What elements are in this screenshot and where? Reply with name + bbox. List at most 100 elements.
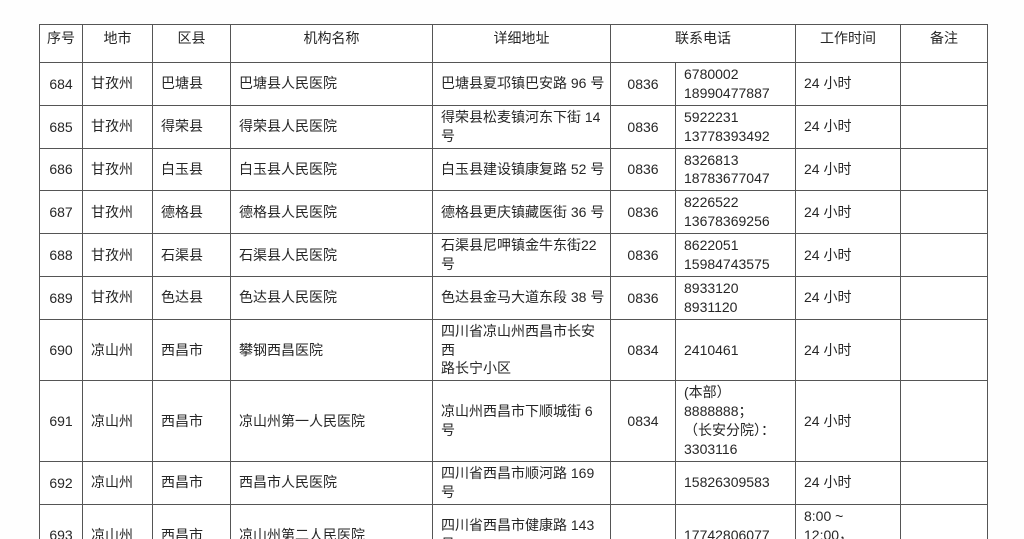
cell-district: 德格县	[152, 190, 231, 235]
header-serial: 序号	[39, 24, 83, 63]
cell-address: 凉山州西昌市下顺城街 6 号	[432, 380, 611, 462]
cell-city: 凉山州	[82, 460, 153, 505]
cell-city: 甘孜州	[82, 62, 153, 106]
cell-institution: 凉山州第二人民医院	[230, 503, 433, 539]
cell-phone: 2410461	[675, 318, 796, 382]
cell-hours: 24 小时	[795, 380, 901, 462]
cell-city: 凉山州	[82, 318, 153, 382]
cell-hours: 8:00 ~ 12:00， 14:30-18:00	[795, 503, 901, 539]
cell-serial: 689	[39, 275, 83, 320]
table-row: 686 甘孜州 白玉县 白玉县人民医院 白玉县建设镇康复路 52 号 0836 …	[39, 147, 988, 192]
cell-serial: 692	[39, 460, 83, 505]
cell-address: 德格县更庆镇藏医街 36 号	[432, 190, 611, 235]
table-row: 687 甘孜州 德格县 德格县人民医院 德格县更庆镇藏医街 36 号 0836 …	[39, 190, 988, 235]
cell-phone: 8226522 13678369256	[675, 190, 796, 235]
cell-hours: 24 小时	[795, 62, 901, 106]
table-row: 688 甘孜州 石渠县 石渠县人民医院 石渠县尼呷镇金牛东街22号 0836 8…	[39, 233, 988, 277]
cell-city: 凉山州	[82, 503, 153, 539]
table-row: 693 凉山州 西昌市 凉山州第二人民医院 四川省西昌市健康路 143 号 17…	[39, 503, 988, 539]
cell-phone: 17742806077	[675, 503, 796, 539]
cell-note	[900, 503, 988, 539]
cell-institution: 石渠县人民医院	[230, 233, 433, 277]
cell-address: 四川省西昌市健康路 143 号	[432, 503, 611, 539]
cell-phone: 8933120 8931120	[675, 275, 796, 320]
cell-hours: 24 小时	[795, 190, 901, 235]
cell-note	[900, 104, 988, 149]
cell-phone: 15826309583	[675, 460, 796, 505]
cell-district: 巴塘县	[152, 62, 231, 106]
cell-city: 甘孜州	[82, 147, 153, 192]
cell-area-code	[610, 460, 676, 505]
cell-institution: 色达县人民医院	[230, 275, 433, 320]
cell-area-code: 0836	[610, 147, 676, 192]
cell-city: 甘孜州	[82, 190, 153, 235]
cell-note	[900, 190, 988, 235]
cell-hours: 24 小时	[795, 147, 901, 192]
cell-address: 石渠县尼呷镇金牛东街22号	[432, 233, 611, 277]
table-row: 690 凉山州 西昌市 攀钢西昌医院 四川省凉山州西昌市长安西 路长宁小区 08…	[39, 318, 988, 382]
cell-institution: 攀钢西昌医院	[230, 318, 433, 382]
cell-serial: 685	[39, 104, 83, 149]
cell-area-code: 0836	[610, 275, 676, 320]
hospital-table: 序号 地市 区县 机构名称 详细地址 联系电话 工作时间 备注 684 甘孜州 …	[39, 24, 988, 539]
cell-hours: 24 小时	[795, 460, 901, 505]
header-phone: 联系电话	[610, 24, 796, 63]
cell-district: 西昌市	[152, 503, 231, 539]
cell-area-code: 0836	[610, 62, 676, 106]
cell-hours: 24 小时	[795, 233, 901, 277]
header-district: 区县	[152, 24, 231, 63]
cell-note	[900, 380, 988, 462]
header-city: 地市	[82, 24, 153, 63]
cell-district: 色达县	[152, 275, 231, 320]
table-row: 684 甘孜州 巴塘县 巴塘县人民医院 巴塘县夏邛镇巴安路 96 号 0836 …	[39, 62, 988, 106]
cell-area-code: 0836	[610, 104, 676, 149]
cell-district: 西昌市	[152, 460, 231, 505]
cell-district: 得荣县	[152, 104, 231, 149]
cell-phone: 8622051 15984743575	[675, 233, 796, 277]
cell-serial: 693	[39, 503, 83, 539]
header-note: 备注	[900, 24, 988, 63]
cell-serial: 686	[39, 147, 83, 192]
cell-serial: 687	[39, 190, 83, 235]
cell-note	[900, 318, 988, 382]
cell-institution: 得荣县人民医院	[230, 104, 433, 149]
cell-note	[900, 62, 988, 106]
cell-address: 四川省西昌市顺河路 169 号	[432, 460, 611, 505]
cell-area-code: 0836	[610, 233, 676, 277]
cell-district: 西昌市	[152, 380, 231, 462]
cell-district: 石渠县	[152, 233, 231, 277]
cell-city: 甘孜州	[82, 233, 153, 277]
cell-city: 甘孜州	[82, 275, 153, 320]
cell-hours: 24 小时	[795, 318, 901, 382]
cell-address: 得荣县松麦镇河东下街 14 号	[432, 104, 611, 149]
cell-city: 甘孜州	[82, 104, 153, 149]
cell-hours: 24 小时	[795, 104, 901, 149]
cell-address: 四川省凉山州西昌市长安西 路长宁小区	[432, 318, 611, 382]
cell-note	[900, 233, 988, 277]
cell-area-code: 0834	[610, 380, 676, 462]
table-row: 692 凉山州 西昌市 西昌市人民医院 四川省西昌市顺河路 169 号 1582…	[39, 460, 988, 505]
cell-phone: 8326813 18783677047	[675, 147, 796, 192]
cell-institution: 德格县人民医院	[230, 190, 433, 235]
cell-area-code	[610, 503, 676, 539]
cell-note	[900, 147, 988, 192]
cell-area-code: 0834	[610, 318, 676, 382]
cell-district: 西昌市	[152, 318, 231, 382]
header-address: 详细地址	[432, 24, 611, 63]
cell-phone: 6780002 18990477887	[675, 62, 796, 106]
table-header-row: 序号 地市 区县 机构名称 详细地址 联系电话 工作时间 备注	[39, 24, 988, 63]
cell-city: 凉山州	[82, 380, 153, 462]
header-institution: 机构名称	[230, 24, 433, 63]
cell-serial: 688	[39, 233, 83, 277]
header-hours: 工作时间	[795, 24, 901, 63]
cell-serial: 684	[39, 62, 83, 106]
table-row: 685 甘孜州 得荣县 得荣县人民医院 得荣县松麦镇河东下街 14 号 0836…	[39, 104, 988, 149]
cell-institution: 白玉县人民医院	[230, 147, 433, 192]
cell-serial: 691	[39, 380, 83, 462]
cell-address: 白玉县建设镇康复路 52 号	[432, 147, 611, 192]
cell-address: 色达县金马大道东段 38 号	[432, 275, 611, 320]
cell-area-code: 0836	[610, 190, 676, 235]
table-row: 691 凉山州 西昌市 凉山州第一人民医院 凉山州西昌市下顺城街 6 号 083…	[39, 380, 988, 462]
cell-district: 白玉县	[152, 147, 231, 192]
